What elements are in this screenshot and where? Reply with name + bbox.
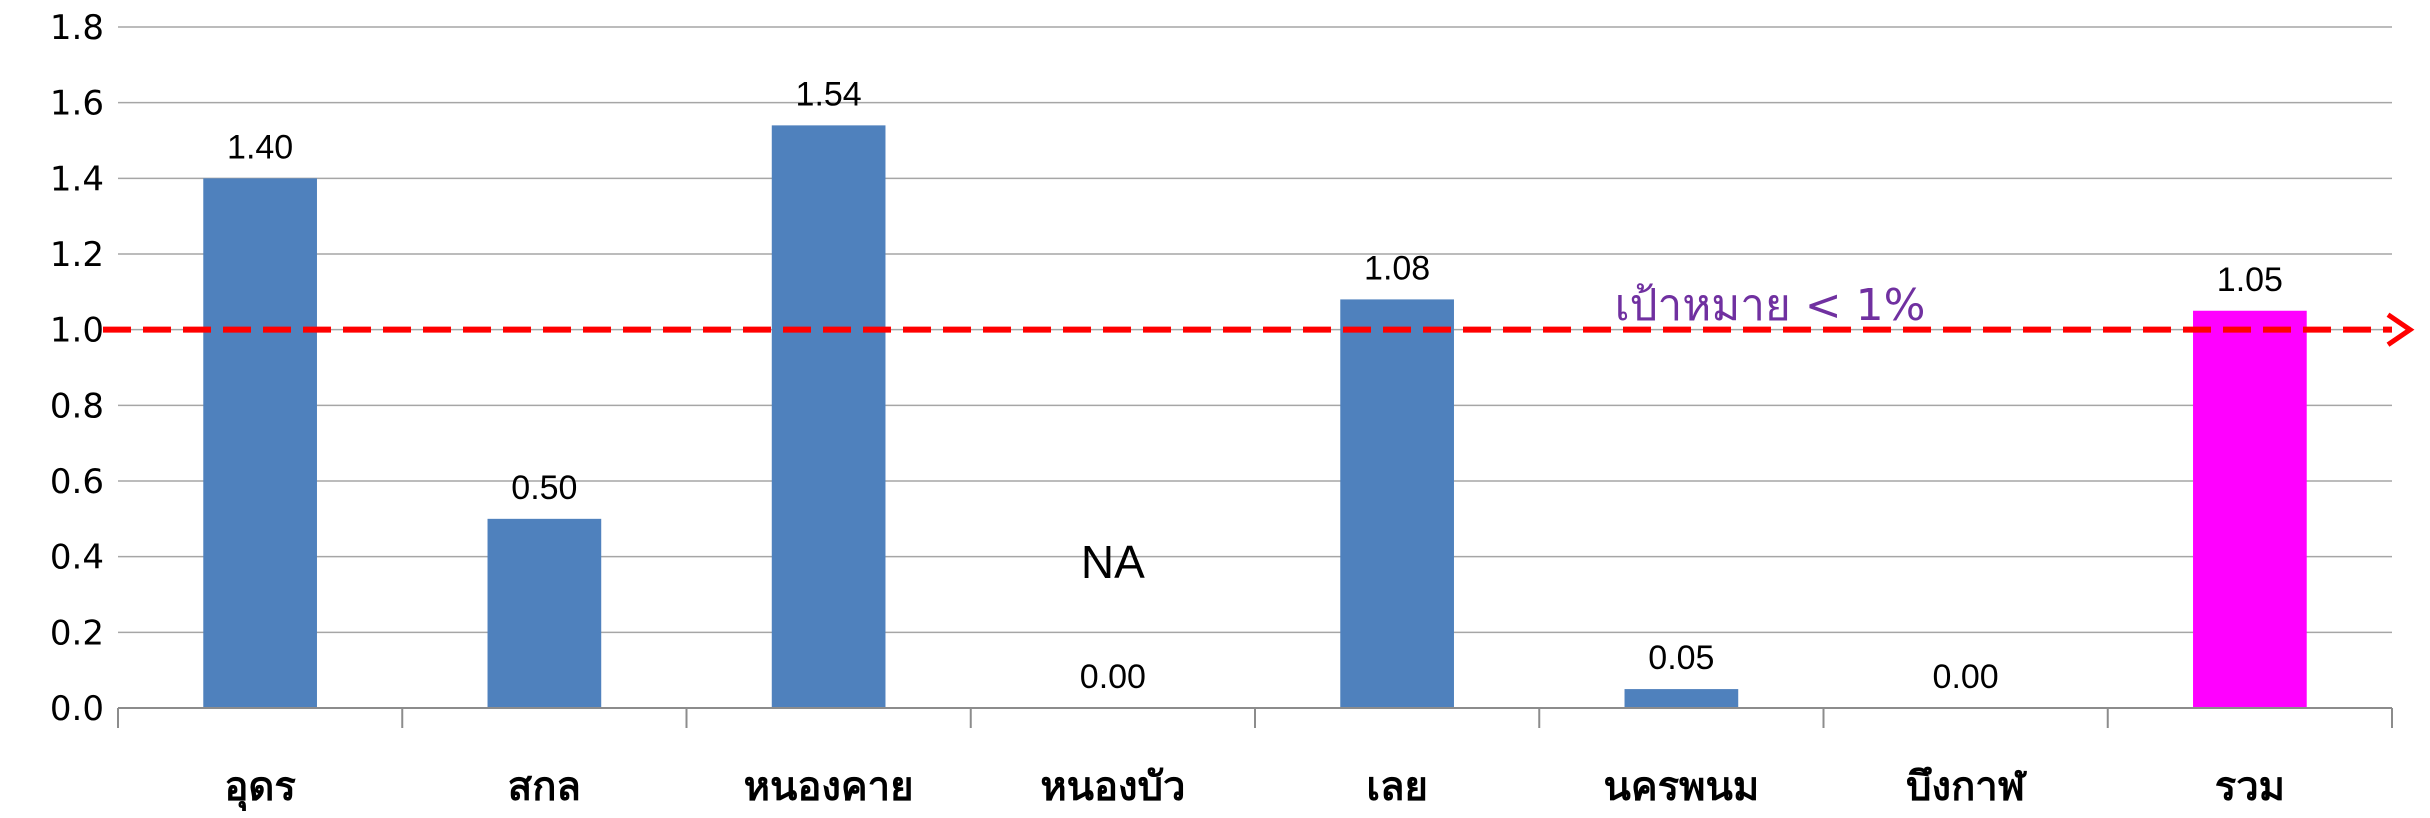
data-label: 1.40 (227, 128, 293, 166)
y-tick-label: 1.4 (50, 159, 104, 199)
x-category-label: บึงกาฬ (1906, 764, 2028, 810)
x-category-label: อุดร (224, 764, 296, 812)
data-label: 1.08 (1364, 249, 1430, 287)
y-tick-label: 0.0 (50, 689, 104, 729)
data-label: 1.05 (2217, 261, 2283, 299)
bar (2193, 310, 2307, 708)
x-category-label: หนองบัว (1040, 764, 1185, 810)
y-tick-label: 1.8 (50, 8, 104, 48)
data-label: 1.54 (796, 75, 862, 113)
y-tick-label: 1.6 (50, 84, 104, 124)
target-arrow-head (2386, 312, 2415, 347)
bar (1340, 299, 1454, 708)
data-label: 0.05 (1648, 639, 1714, 677)
y-tick-label: 1.0 (50, 311, 104, 351)
bars (203, 125, 2307, 709)
bar (203, 178, 317, 709)
y-axis-tick-labels: 0.0 0.2 0.4 0.6 0.8 1.0 1.2 1.4 1.6 1.8 (50, 8, 104, 729)
x-category-label: หนองคาย (744, 764, 914, 810)
target-label: เป้าหมาย < 1% (1615, 280, 1926, 331)
data-labels: 1.40 0.50 1.54 0.00 1.08 0.05 0.00 1.05 NA (227, 75, 2283, 696)
data-label: 0.00 (1933, 658, 1999, 696)
x-axis-category-labels: อุดร สกล หนองคาย หนองบัว เลย นครพนม บึงกาฬ รวม (224, 764, 2285, 812)
data-label: 0.00 (1080, 658, 1146, 696)
bar (487, 518, 602, 708)
x-category-label: รวม (2215, 764, 2285, 810)
x-category-label: สกล (508, 764, 581, 810)
target-reference-line: เป้าหมาย < 1% (103, 280, 2415, 347)
y-tick-label: 1.2 (50, 235, 104, 275)
bar (1624, 689, 1739, 708)
na-annotation: NA (1081, 536, 1145, 588)
y-tick-label: 0.8 (50, 386, 104, 426)
bar (771, 125, 886, 708)
x-category-label: เลย (1366, 764, 1428, 810)
x-axis (117, 707, 2393, 728)
y-tick-label: 0.2 (50, 613, 104, 653)
x-category-label: นครพนม (1604, 764, 1760, 810)
y-tick-label: 0.4 (50, 538, 104, 578)
y-tick-label: 0.6 (50, 462, 104, 502)
data-label: 0.50 (511, 469, 577, 507)
